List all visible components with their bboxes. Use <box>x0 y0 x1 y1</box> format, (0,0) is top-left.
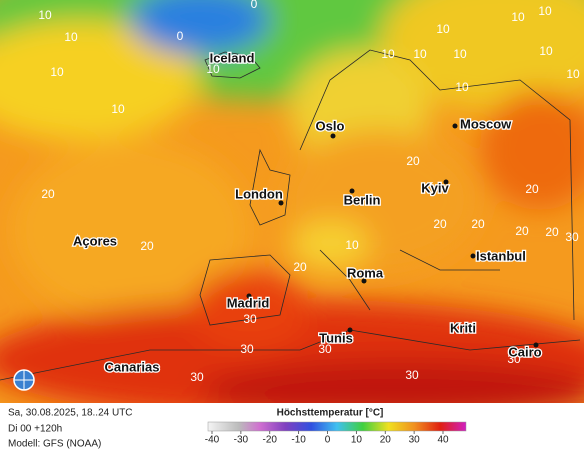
city-dot <box>443 179 449 185</box>
isotherm-label: 20 <box>525 182 539 196</box>
city-label: Oslo <box>316 118 345 133</box>
city-label: Roma <box>347 265 384 280</box>
isotherm-label: 20 <box>406 154 420 168</box>
colorbar-tick-label: 40 <box>437 435 449 446</box>
isotherm-label: 20 <box>471 217 485 231</box>
city-dot <box>533 342 539 348</box>
city-dot <box>330 133 336 139</box>
city-label: Kyiv <box>421 180 449 195</box>
colorbar-tick-label: 20 <box>380 435 392 446</box>
city-dot <box>278 200 284 206</box>
isotherm-label: 30 <box>565 230 579 244</box>
run-offset: Di 00 +120h <box>8 424 62 435</box>
isotherm-label: 30 <box>318 342 332 356</box>
isotherm-label: 20 <box>433 217 447 231</box>
city-label: Madrid <box>227 295 270 310</box>
isotherm-label: 30 <box>507 352 521 366</box>
colorbar-tick-label: -10 <box>291 435 306 446</box>
colorbar-tick-label: 30 <box>409 435 421 446</box>
isotherm-label: 30 <box>190 370 204 384</box>
isotherm-label: 10 <box>539 44 553 58</box>
city-label: Istanbul <box>476 248 526 263</box>
isotherm-label: 20 <box>515 224 529 238</box>
model-name: Modell: GFS (NOAA) <box>8 439 101 450</box>
colorbar-tick-label: -30 <box>234 435 249 446</box>
isotherm-label: 10 <box>38 8 52 22</box>
city-dot <box>347 327 353 333</box>
temperature-field <box>0 0 584 403</box>
colorbar-tick-label: -20 <box>263 435 278 446</box>
city-label: Kriti <box>450 320 476 335</box>
isotherm-label: 20 <box>545 225 559 239</box>
isotherm-label: 30 <box>240 342 254 356</box>
city-label: Moscow <box>460 116 512 131</box>
isotherm-label: 10 <box>50 65 64 79</box>
coastlines <box>0 49 581 381</box>
city-dot <box>361 278 367 284</box>
city-label: Tunis <box>319 330 353 345</box>
isotherm-label: 10 <box>345 238 359 252</box>
isotherm-label: 10 <box>453 47 467 61</box>
city-dot <box>349 188 355 194</box>
isotherm-label: 10 <box>206 62 220 76</box>
isotherm-label: 10 <box>436 22 450 36</box>
colorbar <box>207 421 467 432</box>
city-label: Cairo <box>508 344 541 359</box>
isotherm-label: 10 <box>538 4 552 18</box>
isotherm-label: 10 <box>381 47 395 61</box>
city-label: Berlin <box>344 192 381 207</box>
isotherm-label: 20 <box>41 187 55 201</box>
legend-title: Höchsttemperatur [°C] <box>277 408 384 419</box>
isotherm-label: 10 <box>64 30 78 44</box>
colorbar-tick-label: 10 <box>351 435 363 446</box>
isotherm-label: 10 <box>511 10 525 24</box>
isotherm-label: 0 <box>177 29 184 43</box>
globe-icon <box>13 369 35 391</box>
isotherm-label: 10 <box>111 102 125 116</box>
isotherm-label: 20 <box>293 260 307 274</box>
isotherm-label: 10 <box>455 80 469 94</box>
colorbar-tick-label: 0 <box>325 435 331 446</box>
isotherm-label: 10 <box>566 67 580 81</box>
city-label: Iceland <box>210 50 255 65</box>
isotherm-label: 10 <box>413 47 427 61</box>
city-dot <box>470 253 476 259</box>
colorbar-tick-label: -40 <box>205 435 220 446</box>
city-label: Canarias <box>105 359 160 374</box>
isotherm-label: 20 <box>140 239 154 253</box>
run-date: Sa, 30.08.2025, 18..24 UTC <box>8 408 133 419</box>
isotherm-label: 30 <box>405 368 419 382</box>
city-label: London <box>235 186 283 201</box>
isotherm-label: 30 <box>243 312 257 326</box>
city-dot <box>452 123 458 129</box>
city-label: Açores <box>73 233 117 248</box>
isotherm-label: 0 <box>251 0 258 11</box>
city-dot <box>246 293 252 299</box>
